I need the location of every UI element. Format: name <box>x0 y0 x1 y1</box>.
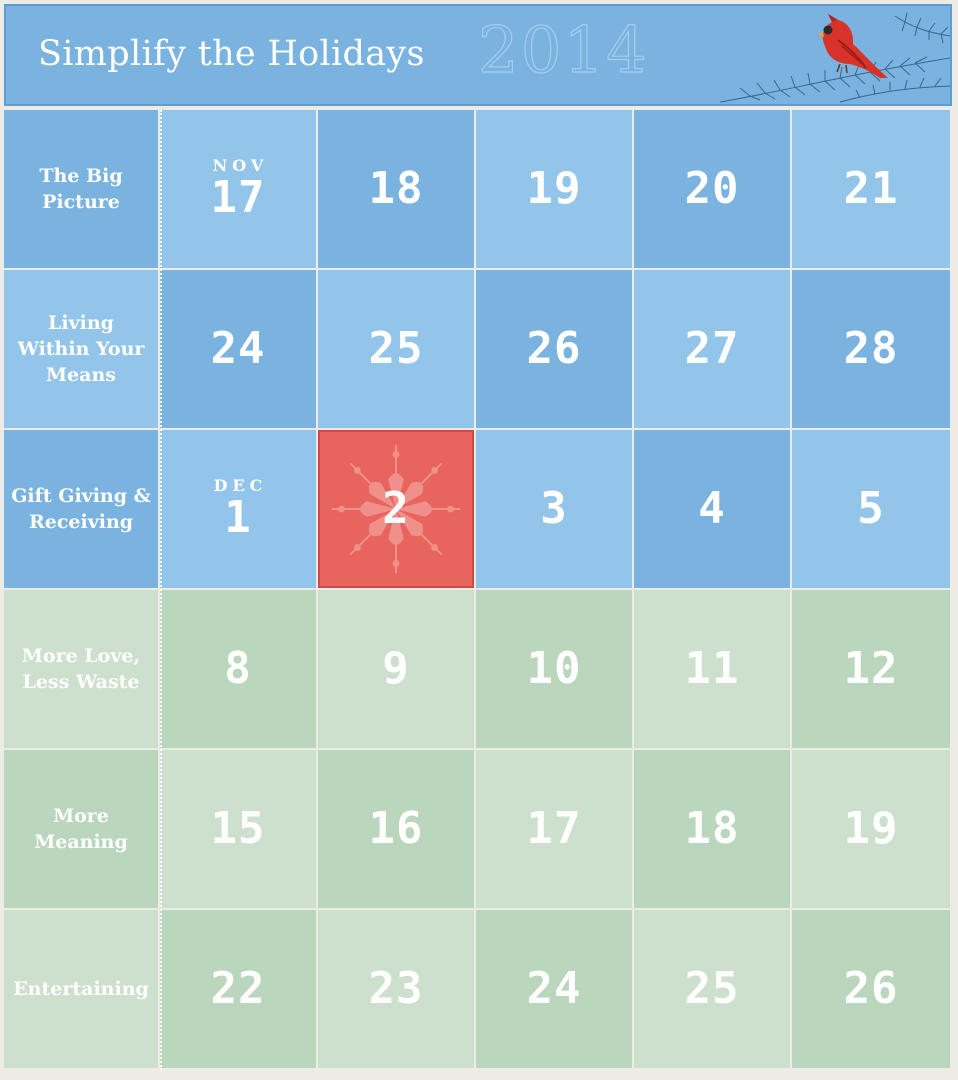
day-cell[interactable]: 21 <box>792 110 950 268</box>
week-topic-label: Gift Giving & Receiving <box>11 485 151 533</box>
header-banner: Simplify the Holidays 2014 <box>4 4 952 106</box>
day-cell[interactable]: DEC 1 <box>160 430 316 588</box>
day-number: 27 <box>684 323 740 374</box>
day-number: 25 <box>684 963 740 1014</box>
day-number: 1 <box>224 492 252 543</box>
day-number: 3 <box>540 483 568 534</box>
day-number: 8 <box>224 643 252 694</box>
day-number: 20 <box>684 163 740 214</box>
day-number: 23 <box>368 963 424 1014</box>
day-cell[interactable]: 23 <box>318 910 474 1068</box>
day-cell[interactable]: 9 <box>318 590 474 748</box>
day-cell[interactable]: 5 <box>792 430 950 588</box>
day-number: 25 <box>368 323 424 374</box>
day-cell[interactable]: 25 <box>634 910 790 1068</box>
day-cell[interactable]: 28 <box>792 270 950 428</box>
day-number: 26 <box>526 323 582 374</box>
year-label: 2014 <box>477 13 649 88</box>
cardinal-icon <box>720 12 950 103</box>
day-cell[interactable]: 20 <box>634 110 790 268</box>
day-cell[interactable]: 22 <box>160 910 316 1068</box>
day-cell[interactable]: 19 <box>476 110 632 268</box>
day-number: 12 <box>843 643 899 694</box>
day-cell[interactable]: 25 <box>318 270 474 428</box>
day-number: 11 <box>684 643 740 694</box>
week-topic-label: Entertaining <box>13 978 149 1000</box>
month-label: NOV <box>212 156 269 175</box>
snowflake-icon <box>331 444 461 574</box>
week-topic-label: The Big Picture <box>39 165 123 213</box>
day-cell[interactable]: 18 <box>634 750 790 908</box>
day-cell[interactable]: 15 <box>160 750 316 908</box>
day-cell[interactable]: 26 <box>476 270 632 428</box>
day-cell-today[interactable]: 2 <box>318 430 474 588</box>
day-number: 17 <box>210 172 266 223</box>
month-label: DEC <box>213 476 268 495</box>
day-number: 2 <box>382 483 410 534</box>
day-cell[interactable]: NOV 17 <box>160 110 316 268</box>
day-number: 15 <box>210 803 266 854</box>
week-label-cell: Living Within Your Means <box>4 270 158 428</box>
day-cell[interactable]: 4 <box>634 430 790 588</box>
day-number: 18 <box>368 163 424 214</box>
day-number: 19 <box>843 803 899 854</box>
day-number: 22 <box>210 963 266 1014</box>
day-cell[interactable]: 27 <box>634 270 790 428</box>
day-number: 24 <box>210 323 266 374</box>
day-number: 4 <box>698 483 726 534</box>
day-number: 9 <box>382 643 410 694</box>
week-label-cell: The Big Picture <box>4 110 158 268</box>
day-cell[interactable]: 8 <box>160 590 316 748</box>
day-number: 5 <box>857 483 885 534</box>
day-cell[interactable]: 12 <box>792 590 950 748</box>
week-label-cell: More Love, Less Waste <box>4 590 158 748</box>
week-topic-label: More Meaning <box>34 805 128 853</box>
week-topic-label: More Love, Less Waste <box>21 645 141 693</box>
day-number: 21 <box>843 163 899 214</box>
week-label-cell: More Meaning <box>4 750 158 908</box>
week-label-cell: Gift Giving & Receiving <box>4 430 158 588</box>
day-cell[interactable]: 16 <box>318 750 474 908</box>
day-cell[interactable]: 19 <box>792 750 950 908</box>
day-number: 28 <box>843 323 899 374</box>
day-cell[interactable]: 18 <box>318 110 474 268</box>
page-title: Simplify the Holidays <box>38 34 425 74</box>
day-number: 18 <box>684 803 740 854</box>
week-topic-label: Living Within Your Means <box>17 312 145 386</box>
label-divider <box>160 110 162 1070</box>
day-cell[interactable]: 11 <box>634 590 790 748</box>
day-number: 26 <box>843 963 899 1014</box>
day-number: 16 <box>368 803 424 854</box>
day-cell[interactable]: 26 <box>792 910 950 1068</box>
day-cell[interactable]: 24 <box>160 270 316 428</box>
day-cell[interactable]: 10 <box>476 590 632 748</box>
calendar-grid: The Big Picture NOV 17 18 19 20 21 Living Withi… <box>4 110 952 1070</box>
day-cell[interactable]: 24 <box>476 910 632 1068</box>
day-cell[interactable]: 3 <box>476 430 632 588</box>
day-number: 10 <box>526 643 582 694</box>
day-number: 17 <box>526 803 582 854</box>
day-cell[interactable]: 17 <box>476 750 632 908</box>
day-number: 24 <box>526 963 582 1014</box>
week-label-cell: Entertaining <box>4 910 158 1068</box>
day-number: 19 <box>526 163 582 214</box>
